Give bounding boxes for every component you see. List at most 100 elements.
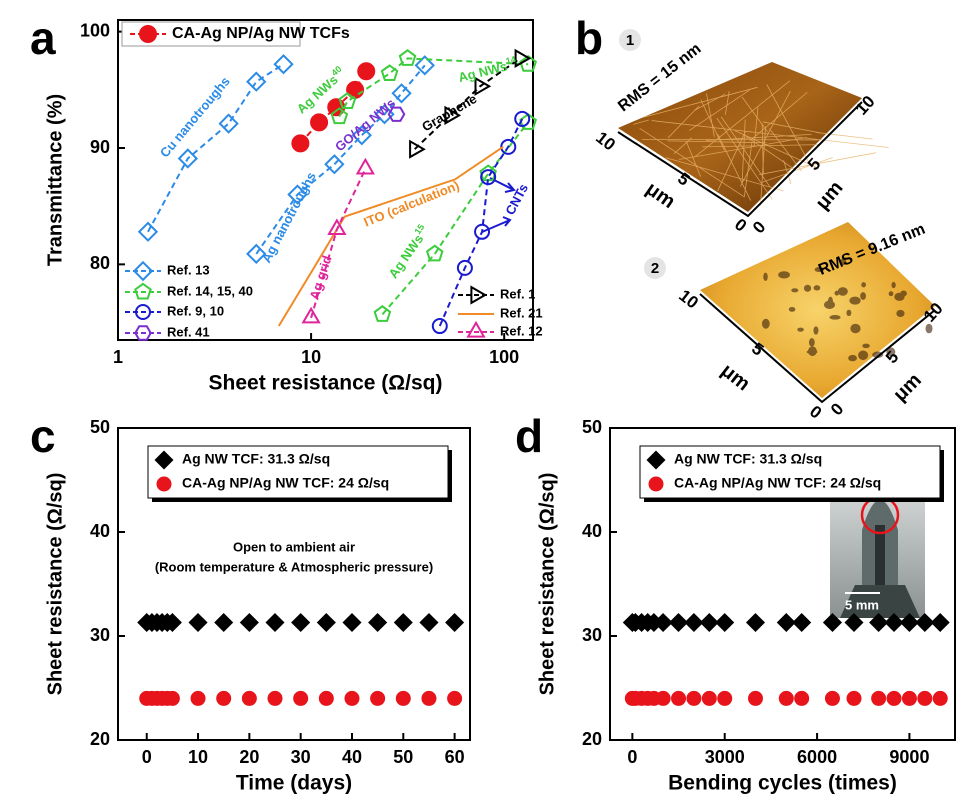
afm-texture: [741, 96, 768, 133]
afm-texture: [861, 282, 866, 288]
afm-texture: [643, 86, 758, 118]
y-tick-label: 100: [80, 20, 110, 40]
afm-texture: [797, 327, 804, 332]
marker: [444, 105, 462, 126]
x-axis-title: Sheet resistance (Ω/sq): [209, 372, 443, 395]
annotation: Ag NWs15: [384, 222, 432, 281]
legend-label: Ref. 9, 10: [167, 303, 224, 318]
series-line: [414, 57, 521, 150]
marker: [370, 690, 386, 706]
afm-texture: [769, 128, 802, 172]
x-tick-label: 10: [188, 747, 208, 767]
image-number: 1: [626, 32, 634, 49]
annotation: Graphene: [419, 91, 479, 134]
marker: [844, 612, 864, 633]
inset-label: 5 mm: [845, 597, 879, 612]
afm-texture: [749, 91, 808, 142]
x-axis-title: Time (days): [236, 772, 352, 795]
marker: [653, 612, 673, 633]
afm-axis: [699, 293, 936, 404]
marker: [480, 169, 497, 186]
afm-texture: [813, 285, 821, 291]
afm-texture: [761, 318, 770, 329]
annotation-sup: 14: [505, 54, 517, 66]
afm-texture: [685, 141, 701, 177]
annotation-text: Ag nanotroughs: [259, 170, 319, 266]
marker: [373, 305, 392, 322]
marker: [218, 113, 239, 134]
afm-texture: [740, 90, 791, 187]
axis-tick-label: 5: [748, 339, 767, 360]
marker: [699, 612, 719, 633]
marker: [357, 62, 376, 81]
marker: [216, 690, 232, 706]
afm-texture: [665, 157, 784, 192]
x-tick-label: 0: [627, 747, 637, 767]
x-tick-label: 30: [291, 747, 311, 767]
afm-texture: [783, 160, 792, 184]
marker: [398, 49, 417, 66]
marker: [273, 54, 294, 75]
marker: [824, 690, 840, 706]
x-tick-label: 3000: [705, 747, 745, 767]
legend-label: Ref. 14, 15, 40: [167, 283, 253, 298]
afm-texture: [850, 323, 861, 334]
annotation: Open to ambient air: [233, 539, 355, 554]
marker: [684, 612, 704, 633]
afm-texture: [888, 291, 894, 297]
afm-texture: [689, 89, 750, 131]
annotation-text: Cu nanotroughs: [157, 74, 233, 161]
marker: [164, 690, 180, 706]
marker: [794, 690, 810, 706]
axis-tick-label: 10: [675, 286, 702, 313]
series-line: [338, 57, 529, 316]
axis-unit: μm: [889, 369, 926, 406]
marker: [291, 612, 311, 633]
marker: [474, 223, 491, 240]
x-tick-label: 100: [489, 347, 519, 367]
marker: [301, 306, 321, 324]
marker: [715, 612, 735, 633]
axis-tick-label: 0: [806, 402, 825, 423]
afm-texture: [803, 284, 812, 292]
afm-texture: [925, 323, 933, 334]
annotation-sup: 40: [330, 64, 344, 78]
series-line: [147, 63, 426, 255]
afm-texture: [849, 296, 861, 305]
y-tick-label: 20: [582, 729, 602, 749]
axis-tick-label: 5: [804, 154, 824, 174]
panel-label: a: [30, 12, 56, 64]
marker: [745, 612, 766, 633]
y-axis-title: Sheet resistance (Ω/sq): [536, 473, 558, 696]
afm-texture: [716, 117, 773, 200]
marker: [330, 107, 349, 125]
afm-texture: [633, 80, 889, 206]
marker: [409, 139, 426, 159]
marker: [514, 48, 532, 69]
y-tick-label: 80: [90, 253, 110, 273]
panel-label: d: [515, 410, 543, 462]
annotation: (Room temperature & Atmospheric pressure…: [155, 559, 433, 574]
annotation: Ag grid: [307, 254, 335, 302]
marker: [514, 110, 531, 127]
legend-box: [639, 445, 941, 499]
afm-texture: [641, 138, 818, 141]
marker: [447, 690, 463, 706]
marker: [668, 612, 689, 633]
afm-texture: [814, 267, 825, 273]
annotation-sup: 15: [413, 222, 427, 236]
x-tick-label: 9000: [889, 747, 929, 767]
marker: [701, 690, 717, 706]
afm-texture: [702, 144, 820, 148]
marker: [886, 690, 902, 706]
marker: [915, 612, 935, 633]
marker: [474, 76, 492, 96]
y-tick-label: 50: [582, 417, 602, 437]
afm-texture: [808, 338, 815, 347]
y-tick-label: 30: [90, 625, 110, 645]
annotation-text: Ag NWs: [386, 232, 427, 281]
marker: [456, 259, 473, 276]
marker: [338, 92, 357, 109]
marker: [137, 221, 159, 242]
afm-texture: [673, 137, 693, 154]
